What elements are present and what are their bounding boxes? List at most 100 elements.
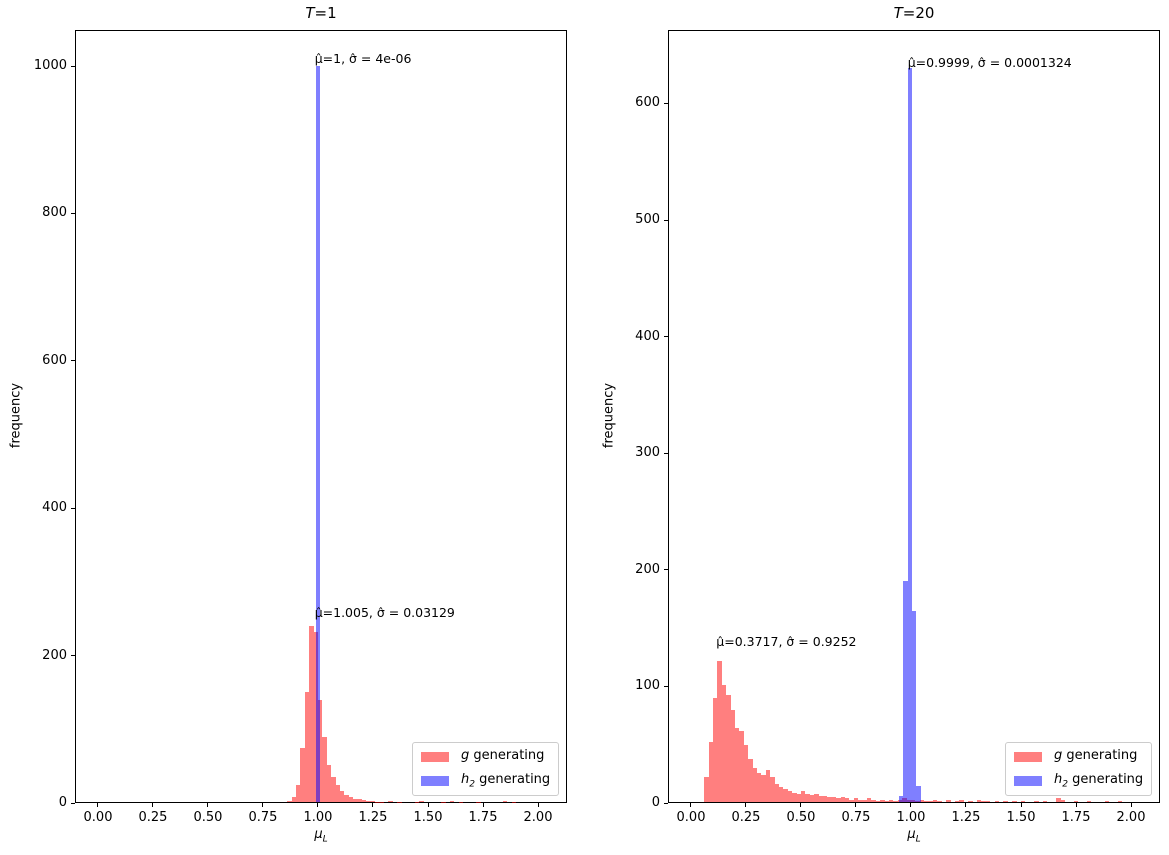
x-tick-label: 1.25 bbox=[358, 810, 388, 825]
g-histogram-bar bbox=[875, 800, 881, 802]
x-tick-mark bbox=[690, 803, 692, 807]
x-tick-label: 0.00 bbox=[83, 810, 113, 825]
g-histogram-bar bbox=[721, 685, 727, 802]
legend-symbol-sub: 2 bbox=[1062, 779, 1069, 790]
x-tick-mark bbox=[1130, 803, 1132, 807]
y-tick-mark bbox=[664, 102, 668, 104]
y-tick-mark bbox=[664, 802, 668, 804]
x-tick-label: 1.75 bbox=[468, 810, 498, 825]
mu-subscript: L bbox=[322, 834, 328, 845]
y-tick-mark bbox=[71, 212, 75, 214]
y-tick-label: 600 bbox=[42, 352, 67, 368]
g-histogram-bar bbox=[787, 791, 793, 802]
g-histogram-bar bbox=[1117, 800, 1123, 802]
g-histogram-bar bbox=[353, 798, 358, 802]
g-series-swatch bbox=[421, 752, 449, 762]
g-histogram-bar bbox=[831, 797, 837, 802]
axes-frame bbox=[75, 30, 567, 803]
g-histogram-bar bbox=[866, 798, 872, 802]
g-histogram-bar bbox=[339, 791, 345, 802]
x-tick-label: 0.75 bbox=[841, 810, 871, 825]
g-histogram-bar bbox=[814, 793, 819, 802]
x-tick-label: 1.00 bbox=[896, 810, 926, 825]
g-histogram-bar bbox=[1021, 800, 1026, 802]
g-histogram-bar bbox=[756, 772, 762, 802]
g-histogram-bar bbox=[1056, 798, 1061, 802]
g-histogram-bar bbox=[1043, 800, 1048, 802]
g-histogram-bar bbox=[968, 800, 973, 802]
g-histogram-bar bbox=[1073, 800, 1079, 802]
g-histogram-bar bbox=[796, 793, 801, 802]
annotation: μ̂=0.3717, σ̂ = 0.9252 bbox=[716, 634, 857, 650]
g-histogram-bar bbox=[361, 800, 367, 802]
y-tick-mark bbox=[71, 655, 75, 657]
g-histogram-bar bbox=[388, 800, 393, 802]
y-tick-mark bbox=[71, 802, 75, 804]
g-histogram-bar bbox=[1060, 799, 1065, 802]
g-histogram-bar bbox=[309, 626, 314, 802]
g-histogram-bar bbox=[322, 736, 327, 802]
h2-histogram-bar bbox=[315, 66, 321, 802]
left-subplot-canvas: 0.00 0.25 0.50 0.75 1.00 1.25 1.50 1.75 2.00 0 200… bbox=[34, 30, 567, 825]
y-tick-label: 600 bbox=[635, 95, 660, 111]
legend-entry-h2: h2 generating bbox=[1006, 770, 1151, 792]
g-histogram-bar bbox=[849, 799, 854, 802]
g-histogram-bar bbox=[862, 799, 867, 802]
g-histogram-bar bbox=[836, 798, 841, 802]
g-histogram-bar bbox=[348, 797, 354, 802]
y-tick-label: 100 bbox=[635, 678, 660, 694]
g-histogram-bar bbox=[858, 799, 863, 802]
x-tick-mark bbox=[207, 803, 209, 807]
g-histogram-bar bbox=[976, 799, 982, 802]
legend-symbol: h bbox=[1054, 772, 1063, 788]
g-histogram-bar bbox=[450, 800, 455, 802]
y-tick-label: 300 bbox=[635, 445, 660, 461]
h2-histogram-bar bbox=[916, 785, 921, 802]
g-histogram-bar bbox=[871, 799, 876, 802]
legend-entry-g: g generating bbox=[1006, 746, 1151, 768]
g-histogram-bar bbox=[761, 775, 766, 802]
g-histogram-bar bbox=[291, 797, 296, 802]
x-tick-label: 1.75 bbox=[1061, 810, 1091, 825]
legend-symbol: h bbox=[461, 772, 470, 788]
g-histogram-bar bbox=[928, 800, 933, 802]
h2-histogram-bar bbox=[898, 796, 904, 802]
g-histogram-bar bbox=[726, 694, 731, 802]
h2-histogram-bar bbox=[903, 581, 908, 802]
legend-text: generating bbox=[469, 748, 545, 764]
g-histogram-bar bbox=[985, 800, 991, 802]
y-tick-mark bbox=[71, 507, 75, 509]
x-tick-label: 0.00 bbox=[676, 810, 706, 825]
y-tick-mark bbox=[664, 685, 668, 687]
g-histogram-bar bbox=[884, 800, 889, 802]
g-histogram-bar bbox=[778, 786, 784, 802]
g-histogram-bar bbox=[300, 747, 305, 802]
g-histogram-bar bbox=[946, 799, 951, 802]
g-histogram-bar bbox=[734, 728, 740, 802]
g-histogram-bar bbox=[770, 777, 775, 802]
legend-label: h2 generating bbox=[1054, 772, 1143, 790]
x-tick-mark bbox=[965, 803, 967, 807]
g-histogram-bar bbox=[994, 800, 999, 802]
g-histogram-bar bbox=[774, 784, 779, 802]
x-tick-label: 0.75 bbox=[248, 810, 278, 825]
x-tick-mark bbox=[1020, 803, 1022, 807]
g-histogram-bar bbox=[937, 800, 942, 802]
x-tick-label: 0.50 bbox=[193, 810, 223, 825]
x-tick-label: 2.00 bbox=[523, 810, 553, 825]
x-tick-mark bbox=[372, 803, 374, 807]
g-histogram-bar bbox=[326, 764, 332, 802]
g-histogram-bar bbox=[295, 784, 301, 802]
x-tick-mark bbox=[152, 803, 154, 807]
left-x-axis-label: μL bbox=[75, 827, 567, 845]
legend-entry-g: g generating bbox=[413, 746, 558, 768]
g-histogram-bar bbox=[730, 709, 735, 802]
g-histogram-bar bbox=[335, 784, 340, 802]
g-histogram-bar bbox=[959, 799, 964, 802]
legend-label: g generating bbox=[461, 748, 544, 766]
legend-symbol: g bbox=[461, 748, 470, 764]
g-histogram-bar bbox=[805, 793, 810, 802]
y-tick-label: 0 bbox=[58, 795, 67, 810]
x-tick-mark bbox=[262, 803, 264, 807]
g-histogram-bar bbox=[809, 794, 815, 802]
